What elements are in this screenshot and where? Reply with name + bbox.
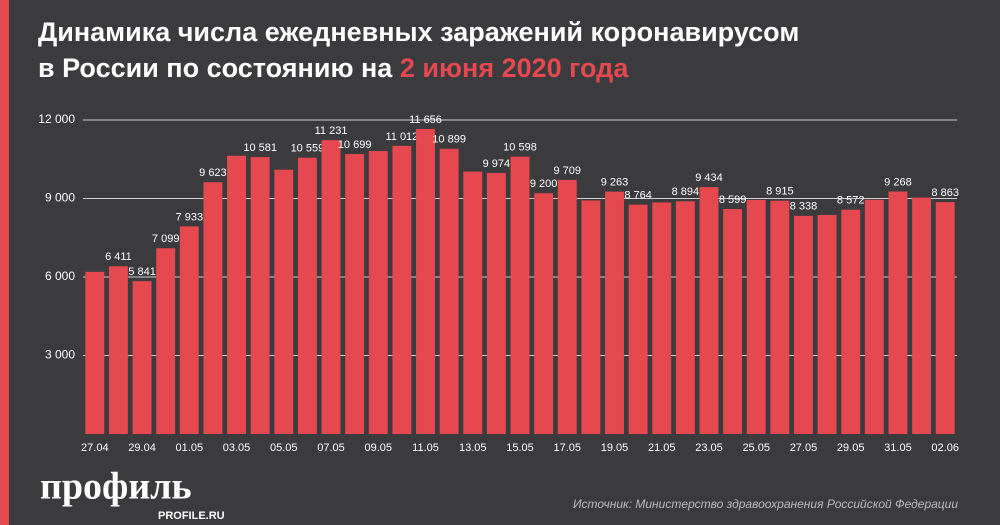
bar xyxy=(274,169,294,434)
bar xyxy=(368,150,388,434)
value-label: 8 599 xyxy=(719,194,747,206)
accent-stripe xyxy=(0,0,9,525)
x-tick-label: 29.04 xyxy=(128,442,156,454)
x-tick-label: 11.05 xyxy=(412,442,439,454)
value-label: 8 764 xyxy=(624,190,652,202)
value-label: 11 656 xyxy=(409,114,442,126)
x-tick-label: 21.05 xyxy=(648,442,676,454)
value-label: 8 894 xyxy=(672,186,700,198)
x-tick-label: 09.05 xyxy=(365,442,393,454)
x-tick-label: 13.05 xyxy=(459,442,487,454)
bar xyxy=(345,154,365,434)
title: в России по состоянию на xyxy=(38,53,393,83)
y-tick-label: 3 000 xyxy=(45,348,75,362)
x-tick-label: 05.05 xyxy=(270,442,298,454)
x-tick-label: 03.05 xyxy=(223,442,251,454)
bar xyxy=(392,145,412,434)
x-tick-label: 02.06 xyxy=(931,442,959,454)
bar xyxy=(557,179,577,434)
x-tick-label: 27.04 xyxy=(81,442,109,454)
value-label: 9 623 xyxy=(199,167,227,179)
bar xyxy=(227,155,246,434)
value-label: 10 598 xyxy=(503,142,537,154)
source: Источник: Министерство здравоохранения Р… xyxy=(573,497,958,511)
bar xyxy=(652,202,672,434)
value-label: 11 231 xyxy=(315,125,348,137)
bar xyxy=(723,208,743,434)
title: в России по состоянию на 2 июня 2020 год… xyxy=(38,53,629,83)
value-label: 6 411 xyxy=(105,251,132,263)
value-label: 10 899 xyxy=(432,134,466,146)
x-tick-label: 31.05 xyxy=(884,442,912,454)
title-highlight: 2 июня 2020 года xyxy=(400,53,629,83)
x-tick-label: 01.05 xyxy=(176,442,204,454)
bar xyxy=(864,199,884,434)
bar xyxy=(794,215,813,434)
value-label: 10 559 xyxy=(291,143,325,155)
value-label: 9 268 xyxy=(884,176,912,188)
x-tick-label: 25.05 xyxy=(742,442,770,454)
bar xyxy=(675,201,695,434)
logo-url: PROFILE.RU xyxy=(158,510,225,522)
value-label: 8 572 xyxy=(837,195,865,207)
bar xyxy=(628,204,648,434)
bar xyxy=(510,156,530,434)
bar xyxy=(888,191,908,434)
bar xyxy=(817,214,837,434)
title: Динамика числа ежедневных заражений коро… xyxy=(38,17,799,47)
value-label: 8 863 xyxy=(931,187,959,199)
bar xyxy=(156,248,176,434)
y-tick-label: 12 000 xyxy=(38,112,75,126)
bar xyxy=(416,129,435,434)
value-label: 9 434 xyxy=(695,172,723,184)
bar xyxy=(534,193,554,434)
value-label: 8 338 xyxy=(790,201,818,213)
value-label: 9 263 xyxy=(601,177,629,189)
logo: профиль xyxy=(40,466,192,508)
x-tick-label: 07.05 xyxy=(317,442,345,454)
bar xyxy=(746,199,766,434)
bar xyxy=(581,200,601,434)
x-tick-label: 19.05 xyxy=(601,442,629,454)
bar xyxy=(912,197,932,434)
value-label: 8 915 xyxy=(766,186,794,198)
value-label: 9 974 xyxy=(483,158,511,170)
value-label: 11 012 xyxy=(385,131,418,143)
bar xyxy=(250,157,270,434)
bar xyxy=(203,182,223,434)
bar xyxy=(321,140,341,434)
bar xyxy=(486,173,506,434)
x-tick-label: 15.05 xyxy=(506,442,534,454)
value-label: 10 699 xyxy=(338,139,372,151)
value-label: 10 581 xyxy=(243,142,277,154)
bar xyxy=(108,266,128,434)
y-tick-label: 6 000 xyxy=(45,269,75,283)
bar xyxy=(297,157,317,434)
x-tick-label: 29.05 xyxy=(837,442,865,454)
bar xyxy=(439,148,459,434)
bar xyxy=(699,187,719,434)
bar xyxy=(179,226,199,434)
bar xyxy=(463,171,483,435)
bar xyxy=(132,281,152,434)
value-label: 9 709 xyxy=(553,165,581,177)
bar xyxy=(841,209,861,434)
bar xyxy=(605,191,624,434)
bar xyxy=(770,200,790,434)
value-label: 5 841 xyxy=(128,266,156,278)
value-label: 7 099 xyxy=(152,233,180,245)
bar xyxy=(85,271,105,434)
x-tick-label: 27.05 xyxy=(790,442,818,454)
value-label: 9 200 xyxy=(530,178,558,190)
bar xyxy=(935,202,955,434)
x-tick-label: 23.05 xyxy=(695,442,723,454)
value-label: 7 933 xyxy=(176,211,204,223)
x-tick-label: 17.05 xyxy=(553,442,581,454)
y-tick-label: 9 000 xyxy=(45,191,75,205)
